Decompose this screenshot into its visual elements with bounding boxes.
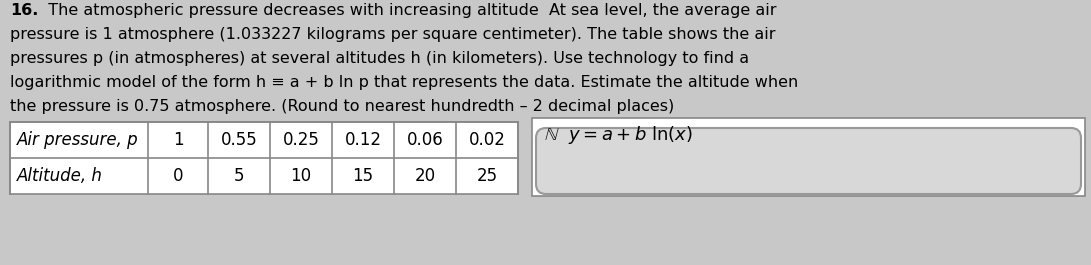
Text: 0.12: 0.12 — [345, 131, 382, 149]
Text: 5: 5 — [233, 167, 244, 185]
Text: $\mathbb{N}$  $y = a + b$ $\ln(x)$: $\mathbb{N}$ $y = a + b$ $\ln(x)$ — [544, 124, 693, 146]
Text: 1: 1 — [172, 131, 183, 149]
Text: Air pressure, p: Air pressure, p — [17, 131, 139, 149]
Text: 0.02: 0.02 — [468, 131, 505, 149]
Text: 0.06: 0.06 — [407, 131, 443, 149]
Text: 0.25: 0.25 — [283, 131, 320, 149]
Text: 16.: 16. — [10, 3, 38, 18]
Text: 0: 0 — [172, 167, 183, 185]
FancyBboxPatch shape — [536, 128, 1081, 194]
Text: pressures p (in atmospheres) at several altitudes h (in kilometers). Use technol: pressures p (in atmospheres) at several … — [10, 51, 750, 66]
Text: 0.55: 0.55 — [220, 131, 257, 149]
Text: 10: 10 — [290, 167, 312, 185]
Text: The atmospheric pressure decreases with increasing altitude  At sea level, the a: The atmospheric pressure decreases with … — [38, 3, 777, 18]
Bar — [10, 122, 518, 194]
Text: 20: 20 — [415, 167, 435, 185]
Text: 25: 25 — [477, 167, 497, 185]
Text: the pressure is 0.75 atmosphere. (Round to nearest hundredth – 2 decimal places): the pressure is 0.75 atmosphere. (Round … — [10, 99, 674, 114]
Text: 15: 15 — [352, 167, 373, 185]
Text: Altitude, h: Altitude, h — [17, 167, 103, 185]
Bar — [532, 118, 1086, 196]
Text: pressure is 1 atmosphere (1.033227 kilograms per square centimeter). The table s: pressure is 1 atmosphere (1.033227 kilog… — [10, 27, 776, 42]
Bar — [10, 122, 518, 194]
Text: logarithmic model of the form h ≡ a + b ln p that represents the data. Estimate : logarithmic model of the form h ≡ a + b … — [10, 75, 799, 90]
